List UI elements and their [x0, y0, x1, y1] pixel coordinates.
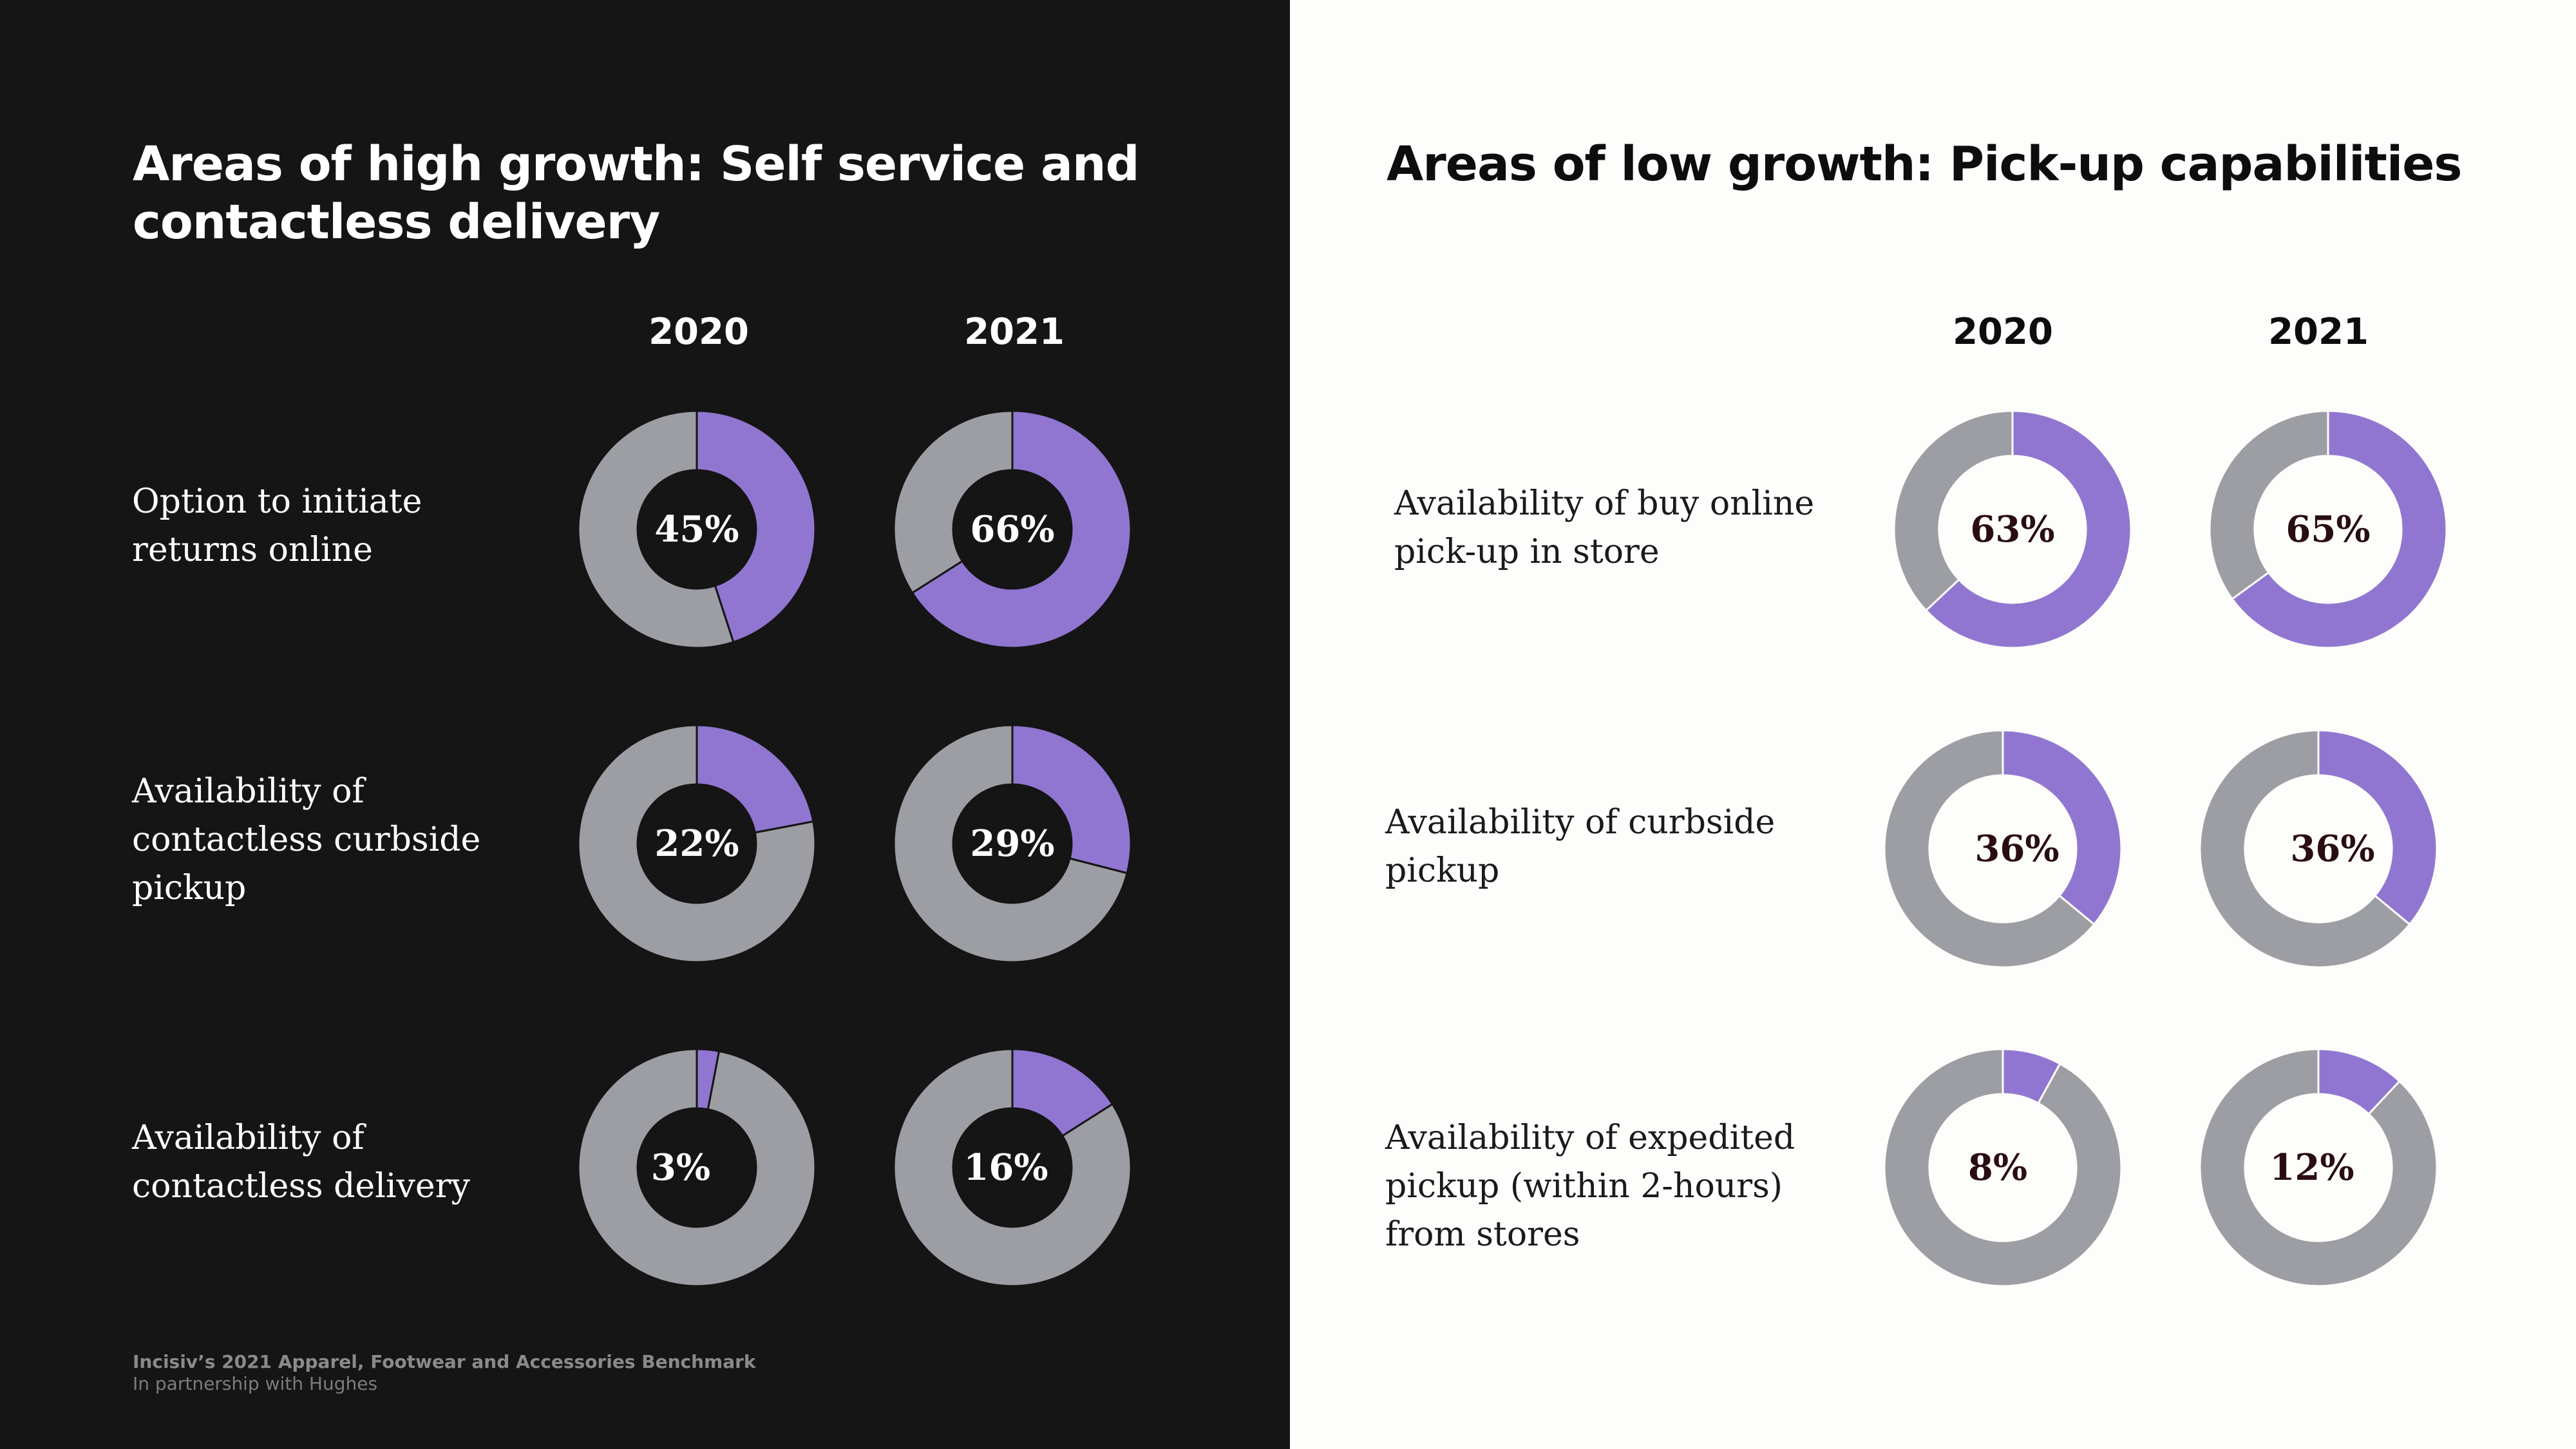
right-row-label-bopis: Availability of buy online pick-up in st…: [1394, 484, 1815, 571]
donut-remainder-segment: [2199, 729, 2411, 969]
donut-value-segment: [2317, 1048, 2401, 1115]
donut-remainder-segment: [2199, 1048, 2438, 1287]
donut-svg: [1893, 410, 2132, 649]
source-footer: Incisiv’s 2021 Apparel, Footwear and Acc…: [133, 1351, 756, 1395]
donut-svg: [1883, 1048, 2123, 1287]
donut-remainder-segment: [893, 724, 1128, 963]
donut-value-label: 36%: [1975, 828, 2060, 870]
donut-svg: [2208, 410, 2448, 649]
donut-remainder-segment: [2208, 410, 2329, 600]
donut-returns-2020: 45%: [574, 407, 819, 652]
donut-value-label: 63%: [1970, 508, 2055, 551]
donut-value-segment: [2317, 729, 2438, 925]
right-row-label-expedited: Availability of expedited pickup (within…: [1385, 1119, 1795, 1254]
donut-value-label: 22%: [654, 822, 739, 865]
donut-value-segment: [2002, 1048, 2061, 1104]
left-year-2020: 2020: [649, 311, 749, 353]
donut-svg: [2199, 1048, 2438, 1287]
right-year-2021: 2021: [2268, 311, 2369, 353]
donut-svg: [893, 410, 1132, 649]
donut-svg: [893, 724, 1132, 963]
donut-svg: [2199, 729, 2438, 969]
left-row-label-curbside: Availability of contactless curbside pic…: [132, 772, 481, 907]
donut-svg: [577, 1048, 817, 1287]
donut-returns-2021: 66%: [890, 407, 1135, 652]
donut-delivery-2020: 3%: [574, 1045, 819, 1290]
donut-value-label: 36%: [2290, 828, 2375, 870]
donut-value-segment: [696, 1048, 720, 1111]
donut-bopis-2021: 65%: [2206, 407, 2450, 652]
donut-curbside-2020: 22%: [574, 721, 819, 966]
donut-value-segment: [1011, 724, 1132, 875]
donut-curbside-2021: 36%: [2196, 726, 2441, 971]
donut-value-segment: [2231, 410, 2448, 649]
donut-value-label: 65%: [2286, 508, 2371, 551]
left-row-label-returns: Option to initiate returns online: [132, 482, 422, 569]
left-panel: Areas of high growth: Self service and c…: [0, 0, 1290, 1449]
donut-expedited-2021: 12%: [2196, 1045, 2441, 1290]
donut-delivery-2021: 16%: [890, 1045, 1135, 1290]
left-year-2021: 2021: [964, 311, 1065, 353]
donut-value-label: 8%: [1967, 1146, 2028, 1189]
donut-remainder-segment: [893, 410, 1014, 594]
donut-remainder-segment: [893, 1048, 1132, 1287]
donut-value-segment: [1011, 1048, 1113, 1137]
donut-svg: [893, 1048, 1132, 1287]
source-line: Incisiv’s 2021 Apparel, Footwear and Acc…: [133, 1351, 756, 1372]
donut-remainder-segment: [577, 1048, 817, 1287]
donut-svg: [1883, 729, 2123, 969]
left-title: Areas of high growth: Self service and c…: [133, 137, 1140, 250]
donut-value-segment: [696, 410, 817, 643]
right-title: Areas of low growth: Pick-up capabilitie…: [1387, 137, 2462, 192]
partner-line: In partnership with Hughes: [133, 1373, 378, 1394]
donut-value-label: 12%: [2269, 1146, 2354, 1189]
donut-remainder-segment: [577, 410, 735, 649]
donut-svg: [577, 724, 817, 963]
donut-remainder-segment: [1883, 1048, 2123, 1287]
donut-value-label: 66%: [970, 508, 1055, 551]
left-row-label-delivery: Availability of contactless delivery: [132, 1119, 470, 1206]
right-panel: Areas of low growth: Pick-up capabilitie…: [1290, 0, 2576, 1449]
donut-remainder-segment: [577, 724, 817, 963]
donut-remainder-segment: [1893, 410, 2014, 612]
right-year-2020: 2020: [1953, 311, 2053, 353]
donut-value-segment: [1925, 410, 2132, 649]
donut-value-segment: [696, 724, 815, 834]
donut-curbside-2021: 29%: [890, 721, 1135, 966]
right-row-label-curbside: Availability of curbside pickup: [1385, 803, 1776, 890]
donut-expedited-2020: 8%: [1880, 1045, 2125, 1290]
donut-svg: [577, 410, 817, 649]
donut-value-label: 3%: [650, 1146, 711, 1189]
donut-remainder-segment: [1883, 729, 2096, 969]
donut-value-label: 45%: [654, 508, 739, 551]
donut-value-label: 29%: [970, 822, 1055, 865]
donut-bopis-2020: 63%: [1890, 407, 2135, 652]
donut-curbside-2020: 36%: [1880, 726, 2125, 971]
donut-value-segment: [2002, 729, 2123, 925]
donut-value-label: 16%: [963, 1146, 1048, 1189]
donut-value-segment: [911, 410, 1132, 649]
